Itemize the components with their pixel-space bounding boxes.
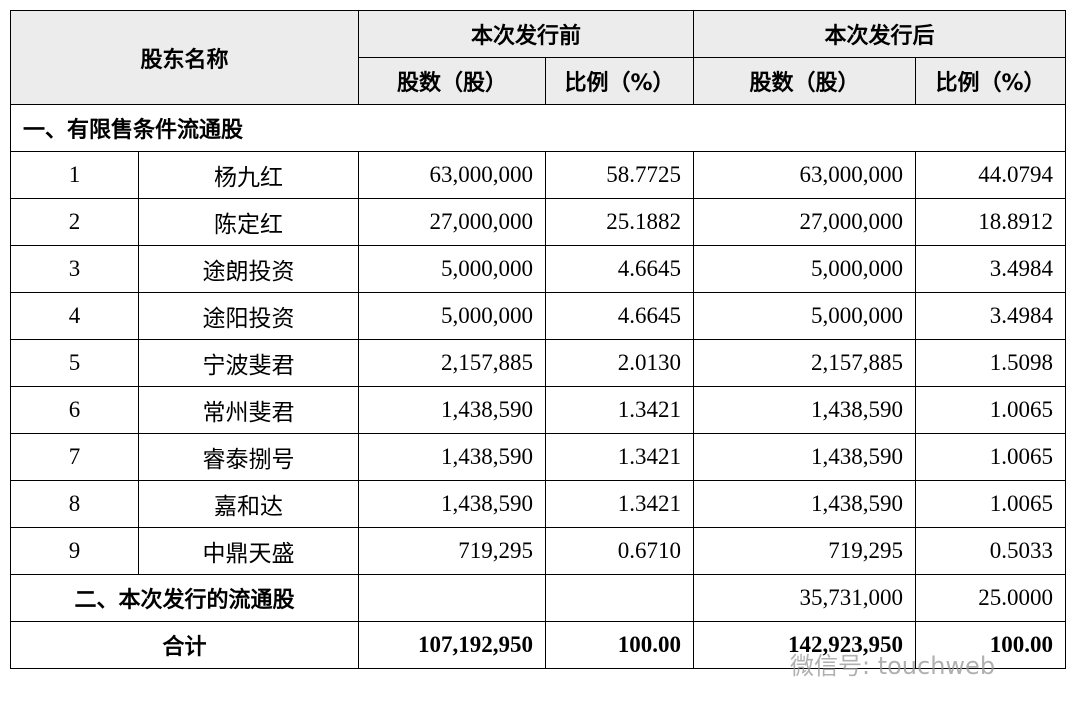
ratio-after: 100.00 xyxy=(915,621,1067,669)
ratio-after: 18.8912 xyxy=(915,198,1067,246)
shares-before: 5,000,000 xyxy=(358,245,547,293)
ratio-after: 44.0794 xyxy=(915,151,1067,199)
shareholder-table: 股东名称 本次发行前 本次发行后 股数（股） 比例（%） 股数（股） 比例（%）… xyxy=(9,10,1067,669)
ratio-after: 1.0065 xyxy=(915,386,1067,434)
header-cell: 本次发行前 xyxy=(358,10,695,58)
empty-cell xyxy=(358,574,547,622)
section-row: 二、本次发行的流通股 35,731,000 25.0000 xyxy=(9,574,1067,622)
table-body: 股东名称 本次发行前 本次发行后 股数（股） 比例（%） 股数（股） 比例（%）… xyxy=(9,10,1067,669)
row-number: 8 xyxy=(10,480,139,528)
data-row: 8 嘉和达 1,438,590 1.3421 1,438,590 1.0065 xyxy=(10,480,1067,528)
ratio-after: 3.4984 xyxy=(915,245,1067,293)
row-number: 5 xyxy=(10,339,139,387)
shares-before: 1,438,590 xyxy=(358,480,547,528)
shares-before: 2,157,885 xyxy=(358,339,547,387)
total-row: 合计 107,192,950 100.00 142,923,950 100.00 xyxy=(9,621,1067,669)
shares-after: 1,438,590 xyxy=(693,480,917,528)
shares-after: 1,438,590 xyxy=(693,386,917,434)
section-label: 一、有限售条件流通股 xyxy=(9,104,1067,152)
shares-after: 2,157,885 xyxy=(693,339,917,387)
ratio-after: 0.5033 xyxy=(915,527,1067,575)
shares-after: 719,295 xyxy=(693,527,917,575)
header-row: 股数（股） 比例（%） 股数（股） 比例（%） xyxy=(11,57,1067,105)
ratio-before: 1.3421 xyxy=(545,480,695,528)
ratio-after: 1.0065 xyxy=(915,433,1067,481)
shares-before: 1,438,590 xyxy=(358,386,547,434)
ratio-before: 58.7725 xyxy=(545,151,695,199)
ratio-before: 1.3421 xyxy=(545,433,695,481)
data-row: 5 宁波斐君 2,157,885 2.0130 2,157,885 1.5098 xyxy=(10,339,1067,387)
shares-after: 142,923,950 xyxy=(693,621,917,669)
row-number: 1 xyxy=(10,151,139,199)
shares-before: 63,000,000 xyxy=(358,151,547,199)
ratio-before: 4.6645 xyxy=(545,292,695,340)
total-label: 合计 xyxy=(9,621,360,669)
shares-after: 35,731,000 xyxy=(693,574,917,622)
shareholder-name: 常州斐君 xyxy=(137,386,360,434)
header-cell: 比例（%） xyxy=(545,57,695,105)
row-number: 9 xyxy=(10,527,139,575)
ratio-before: 25.1882 xyxy=(545,198,695,246)
data-row: 9 中鼎天盛 719,295 0.6710 719,295 0.5033 xyxy=(10,527,1067,575)
ratio-after: 25.0000 xyxy=(915,574,1067,622)
shareholder-name: 嘉和达 xyxy=(137,480,360,528)
shares-after: 27,000,000 xyxy=(693,198,917,246)
header-cell: 股东名称 xyxy=(9,10,360,105)
ratio-after: 3.4984 xyxy=(915,292,1067,340)
shares-after: 5,000,000 xyxy=(693,292,917,340)
shareholder-name: 睿泰捌号 xyxy=(137,433,360,481)
watermark: 微信号: touchweb xyxy=(790,652,996,680)
data-row: 6 常州斐君 1,438,590 1.3421 1,438,590 1.0065 xyxy=(10,386,1067,434)
data-row: 1 杨九红 63,000,000 58.7725 63,000,000 44.0794 xyxy=(10,151,1067,199)
shares-before: 27,000,000 xyxy=(358,198,547,246)
header-cell: 比例（%） xyxy=(915,57,1067,105)
shares-before: 1,438,590 xyxy=(358,433,547,481)
ratio-before: 1.3421 xyxy=(545,386,695,434)
shareholder-name: 陈定红 xyxy=(137,198,360,246)
row-number: 3 xyxy=(10,245,139,293)
shareholder-name: 中鼎天盛 xyxy=(137,527,360,575)
shares-before: 5,000,000 xyxy=(358,292,547,340)
data-row: 7 睿泰捌号 1,438,590 1.3421 1,438,590 1.0065 xyxy=(10,433,1067,481)
ratio-after: 1.0065 xyxy=(915,480,1067,528)
data-row: 2 陈定红 27,000,000 25.1882 27,000,000 18.8912 xyxy=(10,198,1067,246)
header-cell: 股数（股） xyxy=(358,57,547,105)
row-number: 4 xyxy=(10,292,139,340)
shareholder-name: 宁波斐君 xyxy=(137,339,360,387)
header-cell: 股数（股） xyxy=(693,57,917,105)
header-cell: 本次发行后 xyxy=(693,10,1067,58)
shareholder-name: 途朗投资 xyxy=(137,245,360,293)
section-row: 一、有限售条件流通股 xyxy=(9,104,1067,152)
header-row: 股东名称 本次发行前 本次发行后 xyxy=(9,10,1067,105)
shares-after: 63,000,000 xyxy=(693,151,917,199)
shares-before: 719,295 xyxy=(358,527,547,575)
shares-after: 1,438,590 xyxy=(693,433,917,481)
shareholder-name: 杨九红 xyxy=(137,151,360,199)
ratio-after: 1.5098 xyxy=(915,339,1067,387)
ratio-before: 100.00 xyxy=(545,621,695,669)
section-label: 二、本次发行的流通股 xyxy=(9,574,360,622)
data-row: 3 途朗投资 5,000,000 4.6645 5,000,000 3.4984 xyxy=(10,245,1067,293)
ratio-before: 2.0130 xyxy=(545,339,695,387)
row-number: 6 xyxy=(10,386,139,434)
shares-before: 107,192,950 xyxy=(358,621,547,669)
ratio-before: 0.6710 xyxy=(545,527,695,575)
shares-after: 5,000,000 xyxy=(693,245,917,293)
row-number: 7 xyxy=(10,433,139,481)
shareholder-name: 途阳投资 xyxy=(137,292,360,340)
ratio-before: 4.6645 xyxy=(545,245,695,293)
empty-cell xyxy=(545,574,695,622)
row-number: 2 xyxy=(10,198,139,246)
data-row: 4 途阳投资 5,000,000 4.6645 5,000,000 3.4984 xyxy=(10,292,1067,340)
